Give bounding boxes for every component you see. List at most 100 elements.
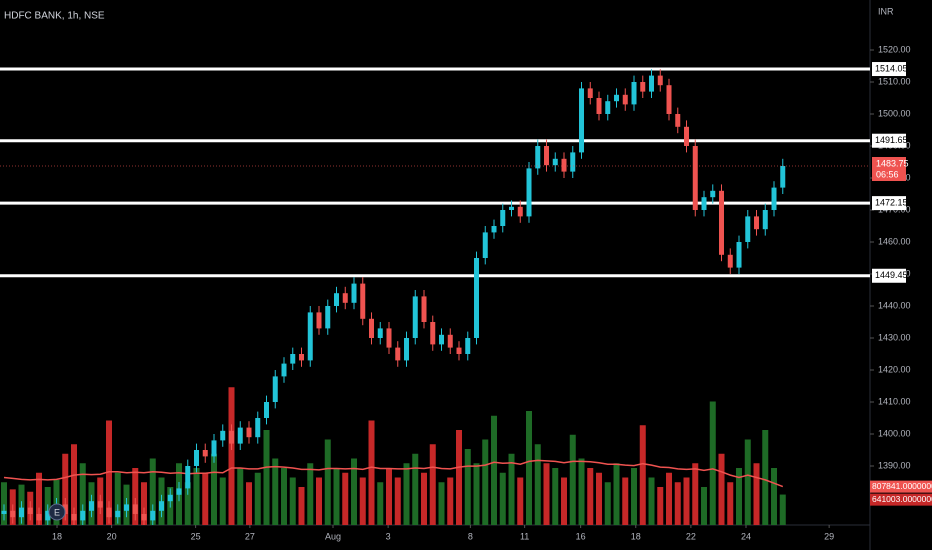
volume-bar [464,449,471,525]
candle-body [351,283,357,303]
volume-bar [272,458,279,525]
candle-body [780,166,786,188]
volume-bar [744,439,751,525]
y-tick-label: 1390.00 [878,460,911,470]
candle-body [771,187,777,210]
candle-body [281,363,287,377]
volume-bar [482,439,489,525]
candle-body [570,152,576,172]
candle-body [220,430,226,441]
volume-bar [534,444,541,525]
chart-title: HDFC BANK, 1h, NSE [4,11,105,22]
overlay: 1390.00 1400.00 1410.00 1420.00 1430.00 1440.… [52,44,932,541]
volume-bar [359,477,366,525]
candle-body [237,427,243,444]
candle-body [579,88,585,153]
volume-bar [237,468,244,525]
volume-bar [79,463,86,525]
candle-body [229,430,235,444]
volume-bar [0,482,7,525]
candle-body [334,293,340,306]
volume-bar [429,444,436,525]
volume-bar [307,463,314,525]
volume-bar [762,430,769,525]
volume-bar [106,420,113,525]
badge-icon[interactable] [48,503,66,521]
volume-bar [351,458,358,525]
volume-bar [342,472,349,525]
x-tick-label: 3 [386,531,391,541]
volume-bar [333,468,340,525]
volume-bar [289,477,296,525]
volume-ma-line [3,459,784,488]
volume-bar [753,463,760,525]
candle-body [360,283,366,319]
volume-bar [639,425,646,525]
level-label: 1514.05 [875,63,908,73]
volume-bar [377,482,384,525]
volume-bar [604,482,611,525]
candle-body [159,501,165,511]
volume-bar [193,468,200,525]
candle-body [439,334,445,345]
volume-bar [683,477,690,525]
candle-body [412,296,418,338]
badge[interactable]: E [54,507,60,517]
candle-body [89,501,95,511]
candle-body [150,510,156,521]
volume-bar [202,472,209,525]
volume-bar [132,468,139,525]
candle-body [500,210,506,226]
level-label-box [872,62,906,77]
candle-body [509,206,515,210]
volume-bar [386,468,393,525]
volume-bar [324,439,331,525]
candle-body [10,510,16,518]
last-price-label: 1483.75 [876,158,909,168]
x-tick-label: 20 [107,531,117,541]
candle-body [762,210,768,230]
volume-bar [578,458,585,525]
volume-bar [587,468,594,525]
volume-bar [456,430,463,525]
level-label-box [872,196,906,211]
candle-body [377,328,383,338]
candle-body [605,101,611,114]
candle-body [552,158,558,166]
volume-bar [517,477,524,525]
candle-body [447,334,453,348]
candle-body [45,510,51,521]
x-tick-label: 8 [468,531,473,541]
candle-body [517,206,523,217]
x-tick-label: 11 [520,531,529,541]
volume-bar [246,482,253,525]
volume-bar [771,468,778,525]
x-tick-label: Aug [325,531,341,541]
candle-body [167,494,173,502]
volume-bar [149,458,156,525]
volume-bar [508,453,515,525]
level-label-box [872,268,906,283]
candle-body [106,507,112,518]
volume-bar [281,468,288,525]
y-tick-label: 1520.00 [878,44,911,54]
level-label-box [872,133,906,148]
x-tick-label: 22 [686,531,696,541]
price-pane [0,67,870,525]
candle-body [649,75,655,92]
volume-label-box [870,493,932,506]
volume-bar [141,482,148,525]
candle-body [465,338,471,354]
volume-bar [403,463,410,525]
volume-bar [316,477,323,525]
candle-body [211,440,217,457]
volume-bar [62,453,69,525]
candle-body [290,354,296,364]
candle-body [692,146,698,210]
candle-body [614,94,620,102]
candle-body [719,190,725,255]
x-tick-label: 27 [245,531,255,541]
candle-body [666,85,672,114]
